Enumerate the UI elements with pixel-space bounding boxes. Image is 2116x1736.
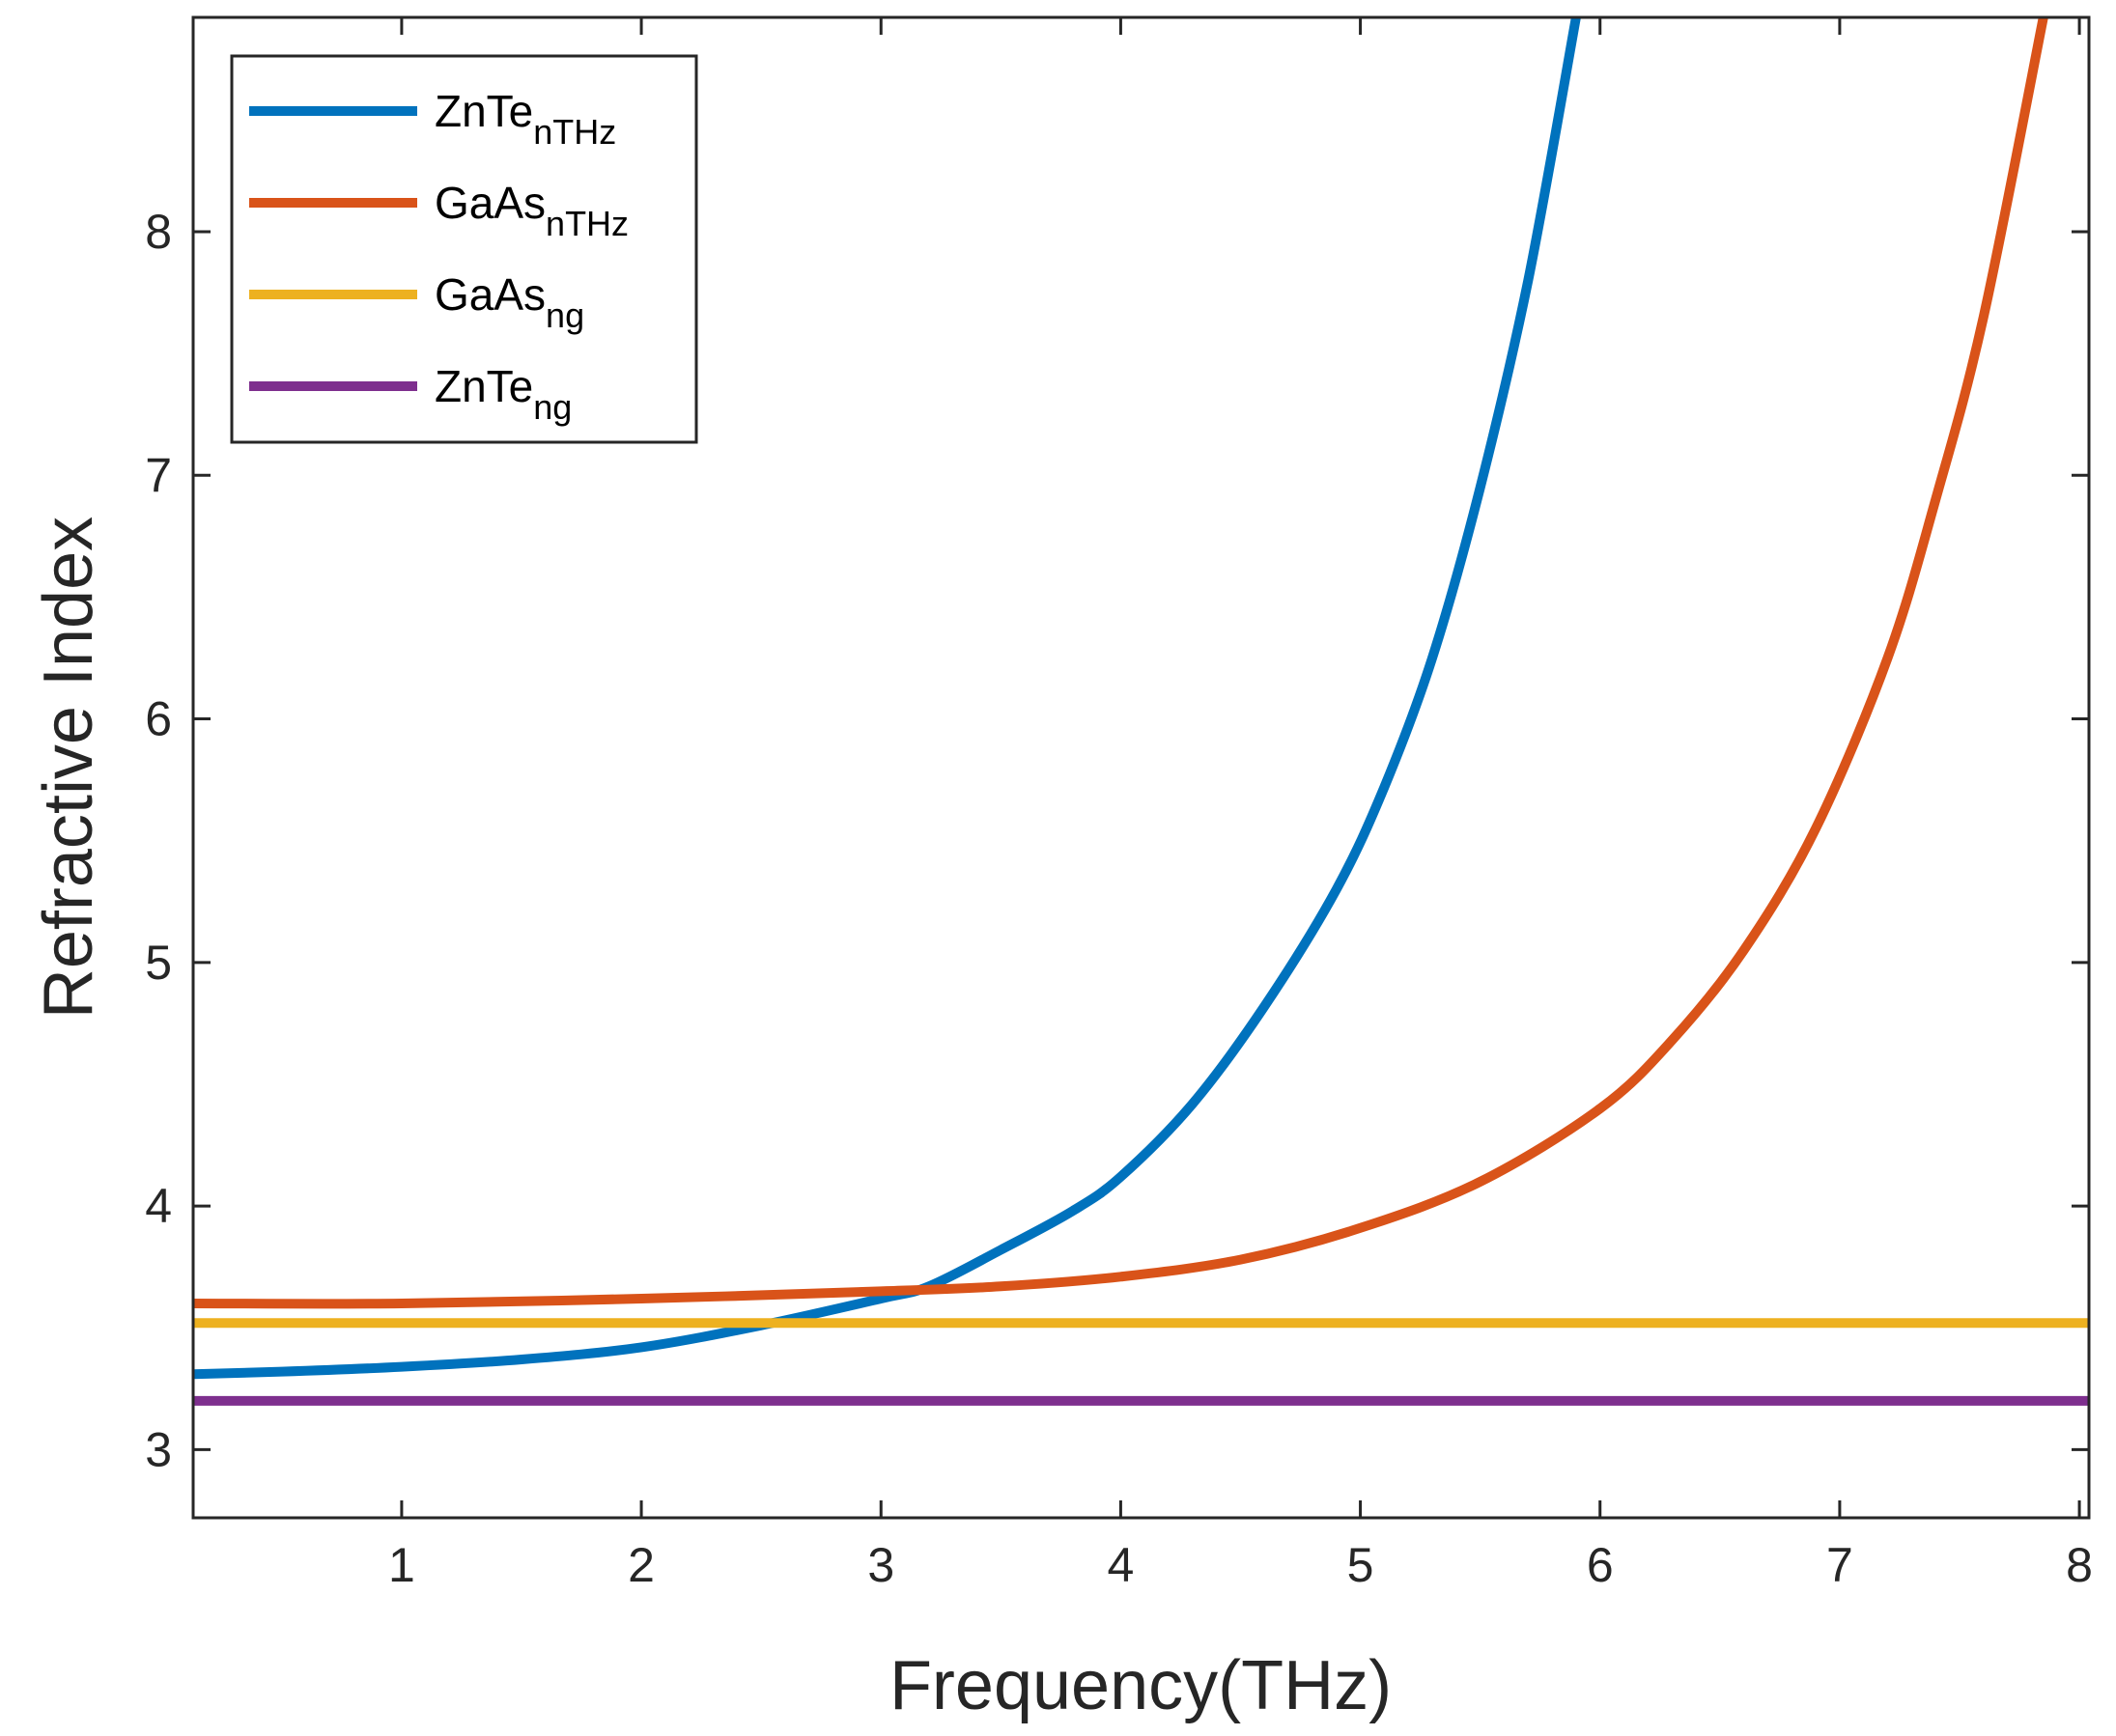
- ticks-layer: 1 2 3 4 5 6 7 8 3 4 5 6 7 8: [145, 17, 2093, 1592]
- legend-label-GaAs_ng: GaAsng: [435, 269, 584, 335]
- y-tick-label: 7: [145, 448, 172, 502]
- series-line-GaAs_nTHz: [193, 17, 2048, 1309]
- legend-label-ZnTe_nTHz: ZnTenTHz: [435, 86, 616, 152]
- series-layer: [193, 17, 2089, 1406]
- x-tick-label: 3: [867, 1538, 894, 1592]
- legend-label-GaAs_nTHz: GaAsnTHz: [435, 178, 629, 243]
- legend-items: ZnTenTHz GaAsnTHz GaAsng ZnTeng: [249, 86, 629, 427]
- plot-area-frame: [191, 15, 2091, 1520]
- series-line-ZnTe_nTHz: [193, 17, 1581, 1380]
- x-tick-label: 1: [388, 1538, 415, 1592]
- legend-label-ZnTe_ng: ZnTeng: [435, 361, 572, 427]
- y-axis-title: Refractive Index: [30, 517, 107, 1019]
- x-tick-label: 4: [1107, 1538, 1134, 1592]
- x-axis-title: Frequency(THz): [889, 1647, 1392, 1724]
- x-tick-label: 6: [1587, 1538, 1614, 1592]
- x-tick-label: 2: [628, 1538, 655, 1592]
- y-tick-label: 3: [145, 1422, 172, 1476]
- legend-box: [230, 54, 698, 444]
- y-tick-label: 4: [145, 1179, 172, 1233]
- x-tick-label: 5: [1347, 1538, 1374, 1592]
- y-tick-label: 8: [145, 205, 172, 259]
- y-tick-label: 5: [145, 936, 172, 990]
- legend: ZnTenTHz GaAsnTHz GaAsng ZnTeng: [230, 54, 698, 444]
- y-tick-label: 6: [145, 692, 172, 746]
- x-tick-label: 8: [2066, 1538, 2093, 1592]
- x-tick-label: 7: [1826, 1538, 1853, 1592]
